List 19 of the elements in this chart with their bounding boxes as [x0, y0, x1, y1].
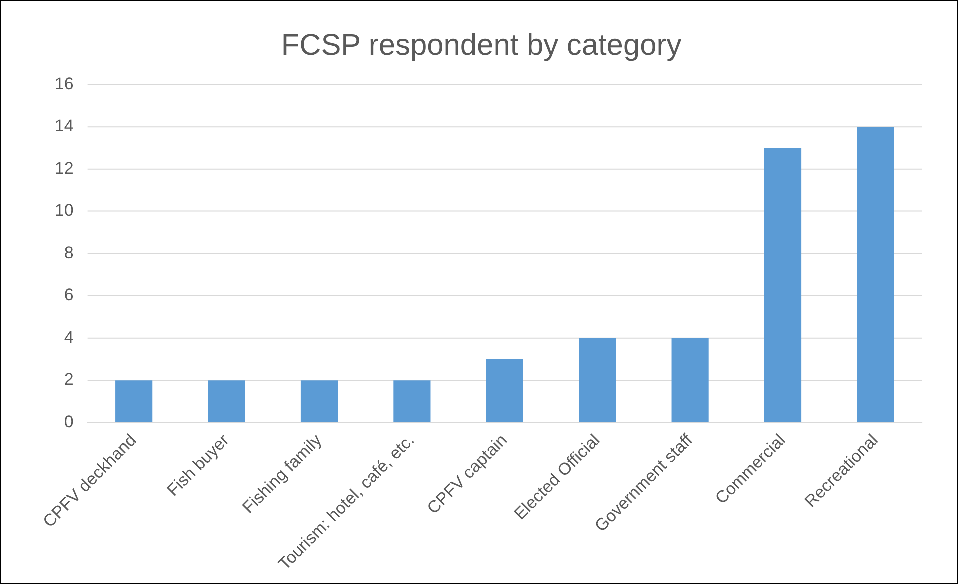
bar — [764, 148, 802, 422]
y-tick-label: 10 — [54, 201, 74, 220]
y-tick-label: 6 — [64, 286, 74, 305]
y-tick-label: 0 — [64, 412, 74, 432]
bar — [579, 338, 616, 422]
y-tick-label: 4 — [64, 328, 74, 347]
bar — [394, 380, 431, 422]
chart-title: FCSP respondent by category — [281, 29, 682, 62]
y-tick-label: 8 — [64, 243, 74, 262]
bar — [208, 380, 246, 422]
bar — [857, 126, 894, 422]
y-tick-label: 16 — [54, 74, 74, 94]
y-tick-label: 12 — [54, 158, 74, 178]
bar — [116, 380, 153, 422]
y-tick-label: 2 — [64, 370, 74, 390]
y-tick-label: 14 — [54, 116, 74, 136]
bar — [672, 338, 709, 422]
bar — [300, 380, 338, 422]
bar — [486, 359, 524, 422]
